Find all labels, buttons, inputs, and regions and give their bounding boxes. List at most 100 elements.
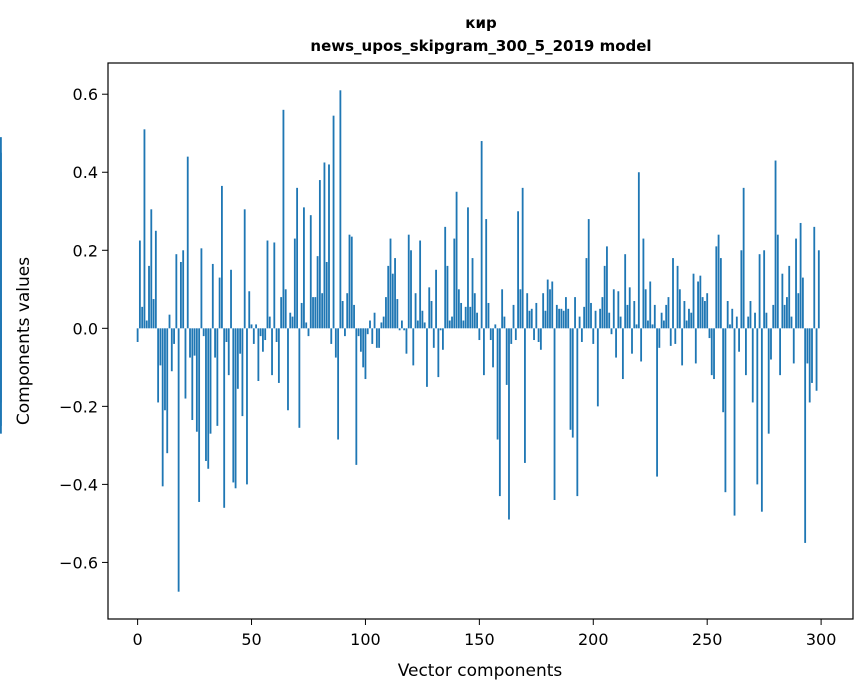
bar — [767, 328, 770, 434]
bar — [287, 328, 289, 411]
bar — [560, 308, 563, 329]
y-tick-label: −0.2 — [59, 397, 98, 416]
bar — [189, 328, 191, 358]
bar — [745, 328, 747, 376]
bar — [487, 302, 490, 329]
bar — [688, 308, 690, 329]
bar — [813, 226, 816, 329]
bar — [305, 322, 308, 329]
bar — [396, 299, 399, 329]
bar — [817, 250, 820, 329]
bar — [685, 320, 688, 329]
bar — [469, 306, 472, 329]
bar — [665, 304, 668, 329]
bar — [273, 242, 276, 329]
bar — [246, 328, 248, 485]
bar — [225, 328, 228, 342]
bar — [430, 301, 433, 329]
bar — [717, 234, 720, 329]
bar — [389, 238, 392, 329]
bar — [596, 328, 599, 407]
bar — [207, 328, 210, 469]
bar — [763, 250, 766, 329]
bar — [159, 328, 162, 366]
bar — [631, 328, 633, 354]
bar — [182, 250, 185, 329]
bar — [346, 293, 349, 329]
plot-frame — [107, 62, 854, 620]
bar — [457, 289, 460, 329]
bar — [344, 328, 346, 337]
bar — [795, 238, 797, 329]
bar — [150, 209, 153, 329]
bar — [508, 328, 510, 520]
bar — [446, 265, 449, 329]
bar — [590, 302, 592, 329]
bar — [521, 187, 524, 329]
bar — [808, 328, 811, 403]
bar — [742, 187, 745, 329]
bar — [599, 308, 602, 329]
bar — [195, 328, 198, 432]
bar — [722, 328, 725, 413]
bar — [200, 248, 203, 329]
bar — [380, 322, 383, 329]
bar — [617, 291, 620, 329]
bar — [284, 289, 287, 329]
bar — [291, 316, 294, 329]
bar — [214, 328, 216, 358]
bar — [799, 222, 802, 329]
bar — [394, 258, 396, 329]
bar — [248, 291, 251, 329]
bar — [678, 289, 681, 329]
bar — [296, 187, 299, 329]
bar — [601, 297, 604, 329]
bar — [369, 320, 371, 329]
bar — [699, 275, 702, 329]
bar — [565, 297, 567, 329]
bar — [669, 328, 672, 346]
bar — [776, 234, 779, 329]
bar — [298, 328, 301, 428]
bar — [551, 281, 554, 329]
x-tick-label: 300 — [806, 630, 837, 649]
y-axis-ticks: −0.6 −0.4 −0.2 0.0 0.2 0.4 0.6 — [59, 85, 108, 572]
bar — [355, 328, 358, 465]
bar — [658, 328, 661, 348]
bar — [232, 328, 235, 483]
bar — [262, 328, 264, 352]
bar — [257, 328, 260, 381]
bar — [378, 328, 381, 348]
bar — [460, 302, 463, 329]
bar — [772, 304, 775, 329]
bar — [371, 328, 374, 344]
bar — [385, 297, 387, 329]
bar — [412, 328, 415, 366]
bar — [366, 328, 369, 335]
bar — [330, 328, 333, 344]
x-tick-label: 0 — [133, 630, 143, 649]
bar — [448, 320, 451, 329]
bar — [282, 109, 285, 329]
bar — [683, 301, 686, 329]
bar — [328, 164, 330, 329]
bar — [375, 328, 378, 348]
bar — [453, 238, 456, 329]
bar — [0, 328, 2, 403]
bar — [708, 328, 711, 339]
bar — [642, 238, 645, 329]
bars-group — [0, 90, 820, 592]
bar — [407, 234, 410, 329]
bar — [731, 308, 734, 329]
bar — [649, 281, 652, 329]
bar — [300, 302, 303, 329]
bar — [811, 328, 813, 383]
bar — [478, 328, 481, 341]
bar — [314, 297, 317, 329]
chart-subtitle: news_upos_skipgram_300_5_2019 model — [310, 37, 651, 55]
bar — [323, 162, 326, 329]
bar — [191, 328, 194, 421]
bar — [651, 324, 654, 329]
bar — [644, 289, 647, 329]
